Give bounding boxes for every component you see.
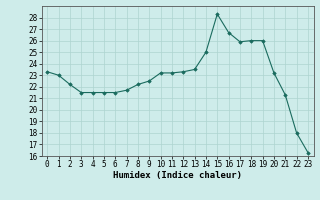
X-axis label: Humidex (Indice chaleur): Humidex (Indice chaleur) (113, 171, 242, 180)
